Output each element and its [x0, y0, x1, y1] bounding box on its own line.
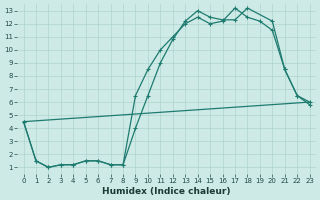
X-axis label: Humidex (Indice chaleur): Humidex (Indice chaleur) [102, 187, 231, 196]
